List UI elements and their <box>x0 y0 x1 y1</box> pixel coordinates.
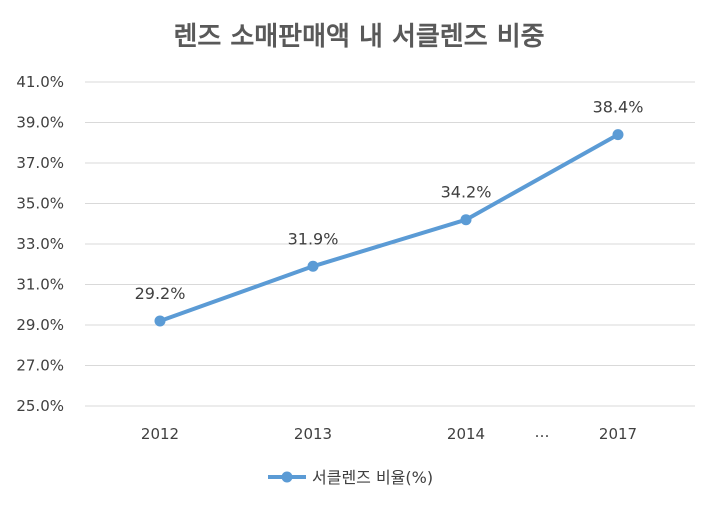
data-point[interactable] <box>612 129 624 141</box>
x-tick-label: 2013 <box>294 425 332 443</box>
y-tick-label: 39.0% <box>16 114 64 132</box>
legend-label: 서클렌즈 비율(%) <box>312 468 433 487</box>
data-label: 29.2% <box>135 284 186 303</box>
series-line <box>158 132 620 323</box>
series-layer <box>154 129 624 327</box>
data-label: 38.4% <box>593 98 644 117</box>
y-tick-label: 29.0% <box>16 316 64 334</box>
chart-title: 렌즈 소매판매액 내 서클렌즈 비중 <box>173 22 544 52</box>
axis-break-ellipsis: … <box>535 423 550 441</box>
y-tick-label: 31.0% <box>16 276 64 294</box>
x-tick-label: 2014 <box>447 425 485 443</box>
legend-marker <box>281 471 293 483</box>
data-point[interactable] <box>460 214 472 226</box>
x-axis-ticks: 2012 2013 2014 2017 … <box>141 423 637 443</box>
legend[interactable]: 서클렌즈 비율(%) <box>268 468 433 487</box>
data-point[interactable] <box>154 315 166 327</box>
y-tick-label: 41.0% <box>16 73 64 91</box>
y-tick-label: 33.0% <box>16 235 64 253</box>
data-label: 34.2% <box>441 183 492 202</box>
x-tick-label: 2012 <box>141 425 179 443</box>
y-tick-label: 27.0% <box>16 357 64 375</box>
data-point[interactable] <box>307 260 319 272</box>
x-tick-label: 2017 <box>599 425 637 443</box>
data-labels: 29.2% 31.9% 34.2% 38.4% <box>135 98 644 303</box>
data-label: 31.9% <box>288 229 339 248</box>
y-tick-label: 35.0% <box>16 195 64 213</box>
y-tick-label: 37.0% <box>16 154 64 172</box>
y-axis-ticks: 25.0% 27.0% 29.0% 31.0% 33.0% 35.0% 37.0% 39.0%… <box>16 73 64 415</box>
y-tick-label: 25.0% <box>16 397 64 415</box>
